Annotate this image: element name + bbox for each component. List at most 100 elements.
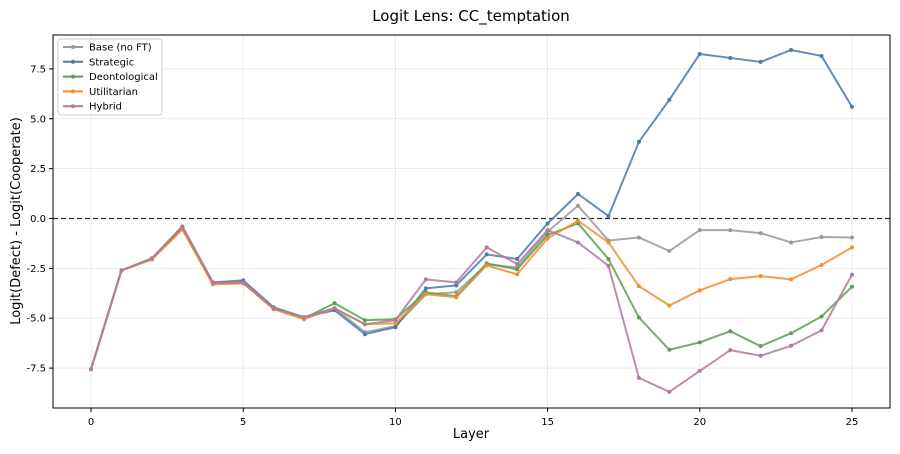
data-point xyxy=(393,321,398,326)
data-point xyxy=(728,348,733,353)
data-point xyxy=(819,314,824,319)
data-point xyxy=(849,245,854,250)
x-tick-label: 15 xyxy=(541,417,554,428)
data-point xyxy=(789,331,794,336)
data-point xyxy=(89,367,94,372)
data-point xyxy=(119,268,124,273)
data-point xyxy=(606,263,611,268)
data-point xyxy=(636,375,641,380)
legend-marker xyxy=(71,89,75,94)
data-point xyxy=(789,343,794,348)
legend-label: Deontological xyxy=(89,72,158,83)
data-point xyxy=(454,283,459,288)
series-line xyxy=(90,204,852,370)
data-point xyxy=(180,224,185,229)
data-point xyxy=(332,306,337,311)
data-point xyxy=(576,191,581,196)
chart-title: Logit Lens: CC_temptation xyxy=(372,7,570,26)
data-point xyxy=(362,322,367,327)
data-point xyxy=(819,53,824,58)
data-point xyxy=(697,228,702,233)
data-point xyxy=(302,315,307,320)
data-point xyxy=(667,249,672,254)
x-tick-label: 10 xyxy=(389,417,402,428)
data-point xyxy=(515,272,520,277)
data-point xyxy=(789,47,794,52)
data-point xyxy=(758,344,763,349)
data-point xyxy=(758,353,763,358)
data-point xyxy=(423,277,428,282)
grid xyxy=(53,35,890,408)
y-tick-label: 2.5 xyxy=(30,164,46,175)
x-tick-label: 5 xyxy=(240,417,246,428)
series-group xyxy=(53,47,890,394)
y-tick-label: 7.5 xyxy=(30,64,46,75)
data-point xyxy=(728,55,733,60)
data-point xyxy=(576,218,581,223)
data-point xyxy=(515,256,520,261)
data-point xyxy=(515,261,520,266)
data-point xyxy=(789,240,794,245)
data-point xyxy=(697,51,702,56)
legend-label: Hybrid xyxy=(89,102,122,113)
data-point xyxy=(545,228,550,233)
legend-marker xyxy=(71,74,75,79)
data-point xyxy=(606,256,611,261)
x-tick-label: 20 xyxy=(693,417,706,428)
data-point xyxy=(849,272,854,277)
data-point xyxy=(393,325,398,330)
data-point xyxy=(849,104,854,109)
data-point xyxy=(362,318,367,323)
data-point xyxy=(606,240,611,245)
data-point xyxy=(697,368,702,373)
series-line xyxy=(90,225,853,393)
y-tick-label: -5.0 xyxy=(26,314,46,325)
series-base-no-ft- xyxy=(89,203,854,372)
data-point xyxy=(545,233,550,238)
series-strategic xyxy=(89,47,854,372)
data-point xyxy=(576,240,581,245)
data-point xyxy=(667,97,672,102)
data-point xyxy=(484,252,489,257)
legend-label: Utilitarian xyxy=(89,87,138,98)
data-point xyxy=(819,262,824,267)
y-tick-label: -7.5 xyxy=(26,364,46,375)
data-point xyxy=(332,301,337,306)
data-point xyxy=(697,340,702,345)
data-point xyxy=(484,245,489,250)
data-point xyxy=(636,315,641,320)
data-point xyxy=(697,288,702,293)
series-line xyxy=(90,48,853,370)
data-point xyxy=(210,280,215,285)
data-point xyxy=(819,328,824,333)
legend-label: Strategic xyxy=(89,57,134,68)
data-point xyxy=(454,295,459,300)
data-point xyxy=(362,332,367,337)
data-point xyxy=(606,214,611,219)
data-point xyxy=(271,306,276,311)
y-axis-label: Logit(Defect) - Logit(Cooperate) xyxy=(9,117,24,325)
x-axis-label: Layer xyxy=(453,427,490,442)
data-point xyxy=(758,274,763,279)
data-point xyxy=(849,284,854,289)
data-point xyxy=(789,277,794,282)
data-point xyxy=(484,263,489,268)
data-point xyxy=(849,235,854,240)
legend-marker xyxy=(71,59,75,64)
data-point xyxy=(728,329,733,334)
legend-label: Base (no FT) xyxy=(89,43,152,54)
legend-box xyxy=(57,38,163,116)
data-point xyxy=(667,347,672,352)
series-utilitarian xyxy=(89,218,854,372)
data-point xyxy=(576,203,581,208)
plot-frame xyxy=(52,34,891,409)
x-tick-label: 25 xyxy=(846,417,859,428)
data-point xyxy=(728,277,733,282)
data-point xyxy=(515,267,520,272)
data-point xyxy=(636,139,641,144)
data-point xyxy=(728,228,733,233)
data-point xyxy=(667,303,672,308)
data-point xyxy=(423,286,428,291)
y-tick-label: 5.0 xyxy=(30,114,46,125)
